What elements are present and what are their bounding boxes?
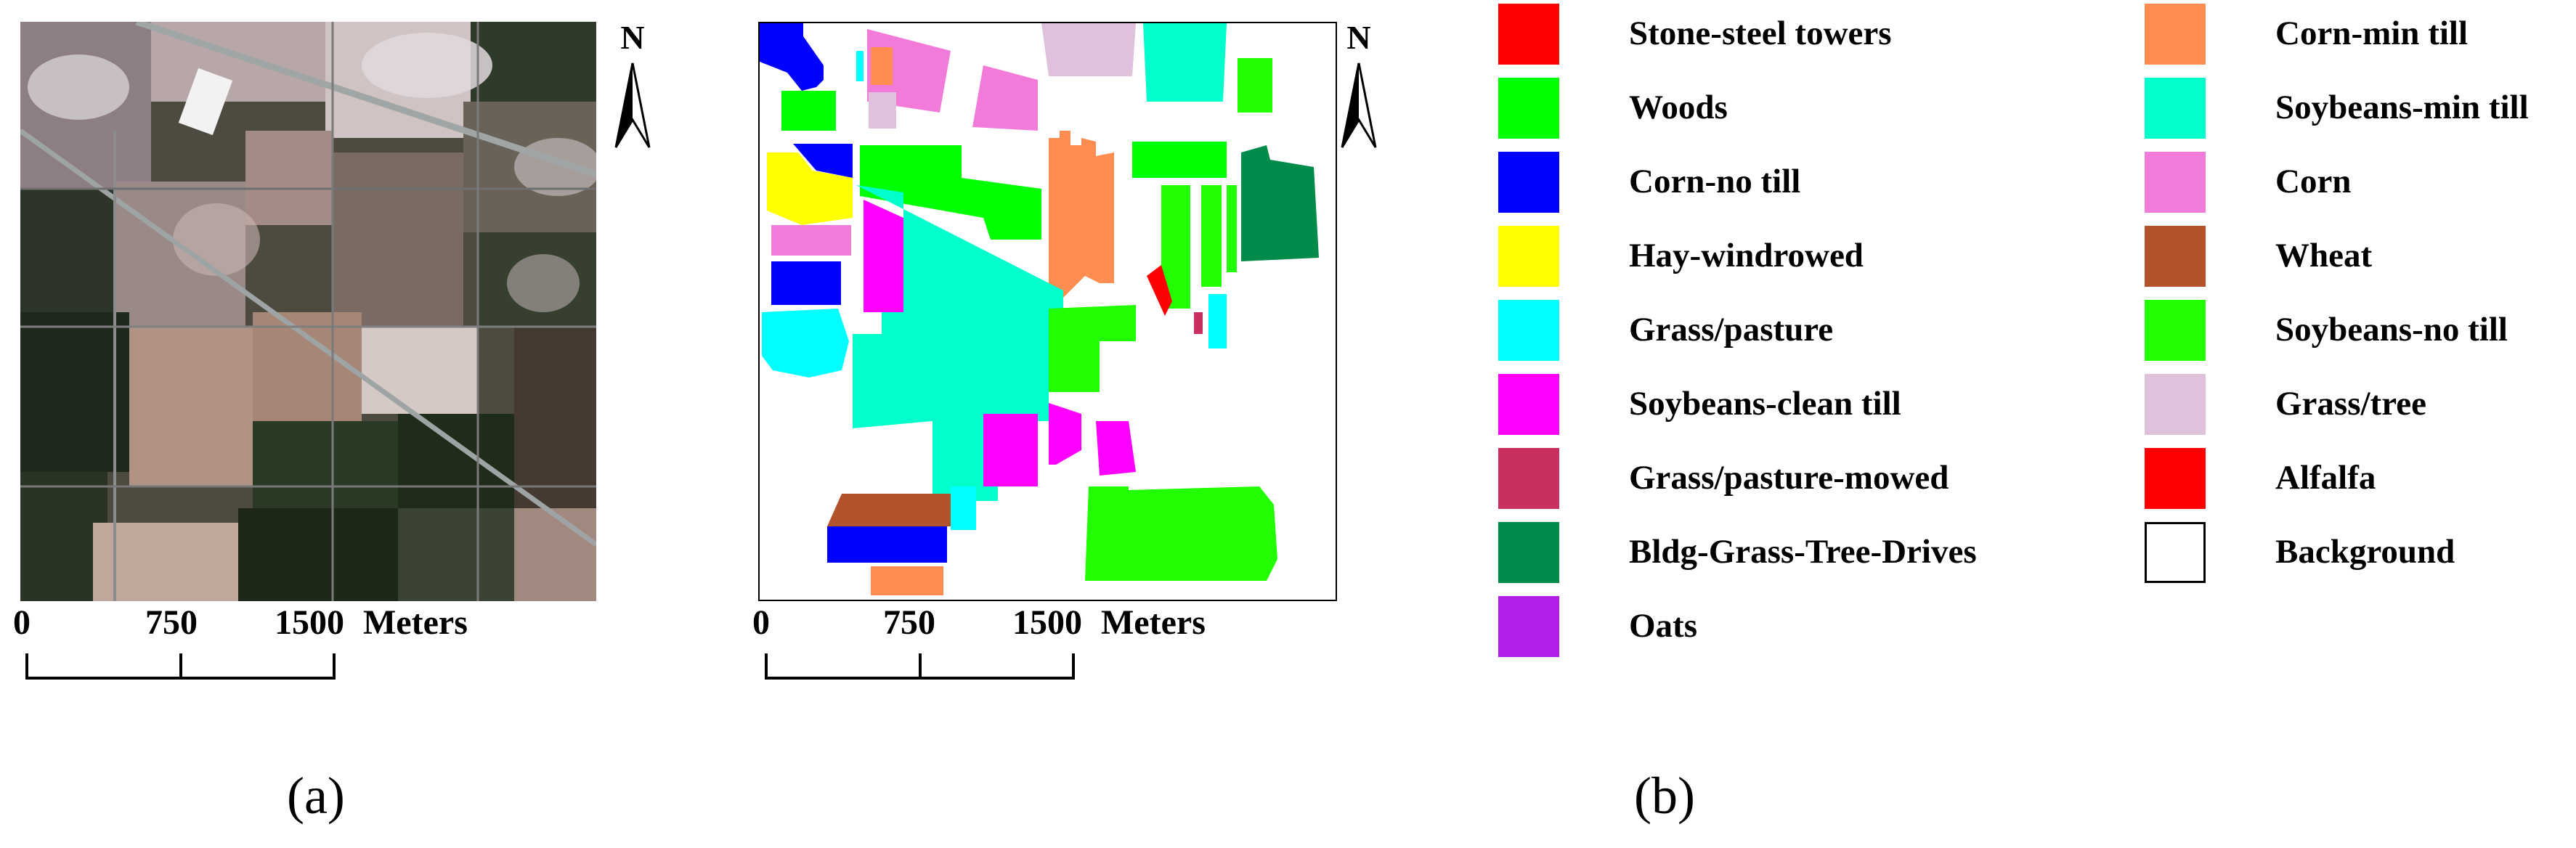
legend-label: Grass/pasture [1629,311,1834,348]
legend-swatch [1498,522,1559,583]
legend-label: Corn-min till [2275,15,2469,52]
legend-swatch [1498,374,1559,435]
legend-swatch [1498,300,1559,361]
panel-label-a: (a) [287,767,345,825]
legend-swatch [1498,596,1559,657]
legend-swatch [2145,226,2206,287]
scale-tick-mark [25,653,28,680]
legend-label: Corn-no till [1629,163,1801,200]
scale-tick-mark [1072,653,1075,680]
legend-label: Soybeans-clean till [1629,385,1901,423]
legend-label: Alfalfa [2275,459,2376,497]
legend-label: Hay-windrowed [1629,237,1864,274]
north-arrow-icon [614,62,651,148]
scale-bar: 0 750 1500 Meters [738,603,1319,690]
legend-swatch [1498,78,1559,139]
scale-bar: 0 750 1500 Meters [0,603,581,690]
legend-label: Grass/pasture-mowed [1629,459,1949,497]
legend-label: Background [2275,533,2455,571]
map-legend: Stone-steel towers Woods Corn-no till Hay-w… [1498,4,2529,657]
scale-tick-750: 750 [145,603,198,642]
legend-swatch [2145,78,2206,139]
north-arrow: N [1333,18,1384,156]
north-arrow-icon [1341,62,1377,148]
legend-swatch [1498,4,1559,65]
scale-unit: Meters [1101,603,1206,642]
scale-tick-mark [919,653,922,680]
scale-tick-1500: 1500 [1012,603,1082,642]
ground-truth-map [758,22,1337,601]
scale-tick-0: 0 [752,603,770,642]
satellite-image [20,22,596,601]
legend-label: Oats [1629,607,1697,645]
legend-swatch [2145,152,2206,213]
scale-tick-mark [179,653,182,680]
legend-swatch [1498,448,1559,509]
scale-tick-mark [333,653,336,680]
north-arrow: N [607,18,658,156]
legend-label: Grass/tree [2275,385,2426,423]
scale-tick-0: 0 [13,603,31,642]
legend-swatch [2145,522,2206,583]
scale-unit: Meters [363,603,468,642]
panel-label-b: (b) [1634,767,1695,825]
legend-swatch [2145,4,2206,65]
legend-swatch [2145,448,2206,509]
legend-label: Bldg-Grass-Tree-Drives [1629,533,1977,571]
legend-swatch [1498,226,1559,287]
north-label: N [620,19,645,56]
legend-label: Stone-steel towers [1629,15,1892,52]
scale-tick-750: 750 [883,603,935,642]
legend-label: Soybeans-min till [2275,89,2529,126]
legend-label: Corn [2275,163,2352,200]
legend-swatch [2145,300,2206,361]
legend-label: Woods [1629,89,1728,126]
scale-tick-1500: 1500 [275,603,344,642]
legend-label: Soybeans-no till [2275,311,2508,348]
legend-swatch [2145,374,2206,435]
legend-swatch [1498,152,1559,213]
legend-label: Wheat [2275,237,2373,274]
scale-tick-mark [765,653,768,680]
north-label: N [1346,19,1371,56]
